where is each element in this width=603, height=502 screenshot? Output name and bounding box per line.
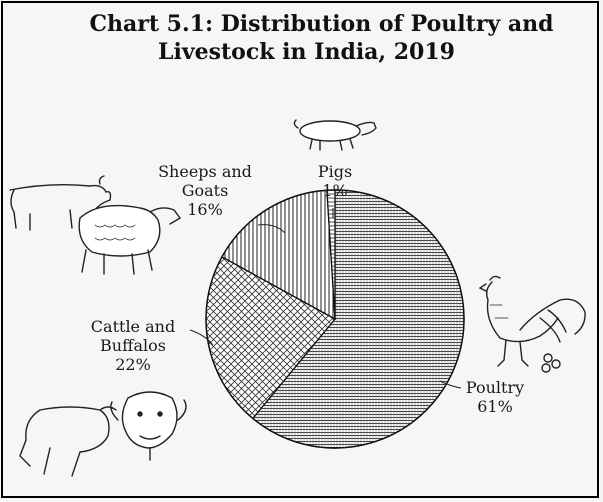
sheep-icon <box>78 204 182 275</box>
leader-line-sheep <box>257 224 286 234</box>
title-line-2: Livestock in India, 2019 <box>158 39 455 65</box>
chart-title: Chart 5.1: Distribution of Poultry and L… <box>0 10 603 66</box>
title-line-1: Chart 5.1: Distribution of Poultry and <box>89 11 554 37</box>
cattle-icon <box>19 406 117 477</box>
rooster-icon <box>478 275 586 373</box>
goat-icon <box>9 175 112 231</box>
pie-outline <box>205 189 465 449</box>
pig-icon <box>293 119 377 151</box>
label-poultry: Poultry 61% <box>465 378 525 416</box>
leader-line-cattle <box>189 329 214 346</box>
leader-line-poultry <box>439 380 462 389</box>
label-cattle-buffalos: Cattle and Buffalos 22% <box>90 317 176 374</box>
label-sheeps-goats: Sheeps and Goats 16% <box>158 162 252 219</box>
buffalo-icon <box>110 391 187 461</box>
label-pigs: Pigs 1% <box>317 162 353 200</box>
